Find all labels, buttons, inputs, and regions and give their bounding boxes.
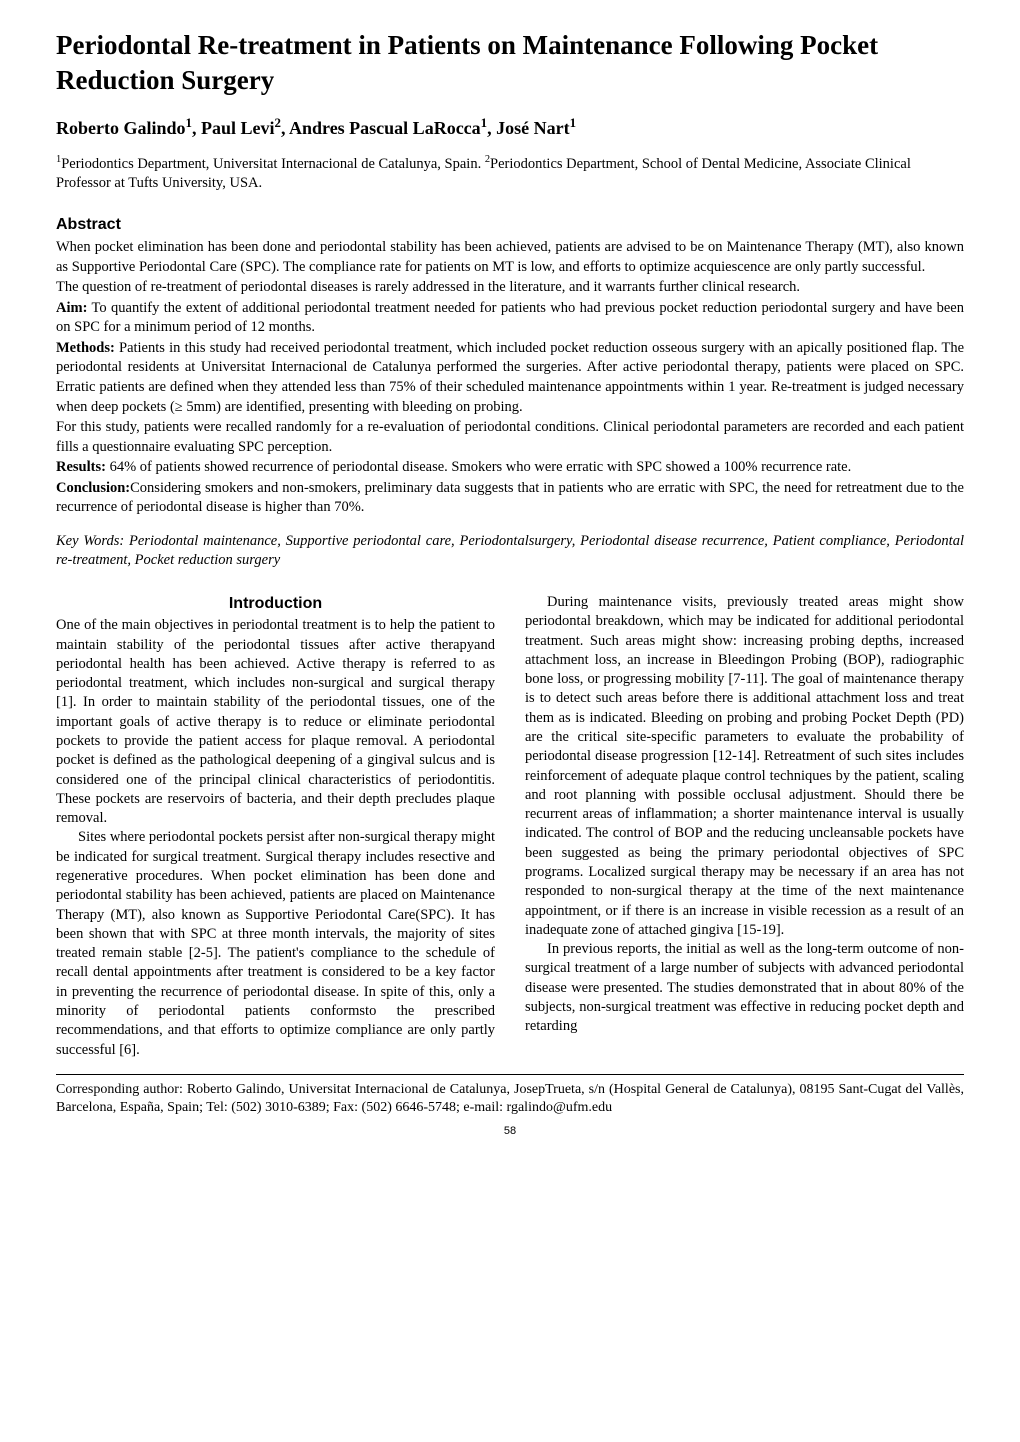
- introduction-heading: Introduction: [56, 593, 495, 614]
- abstract-p0: When pocket elimination has been done an…: [56, 238, 964, 277]
- abstract-p3: Methods: Patients in this study had rece…: [56, 339, 964, 417]
- affiliations: 1Periodontics Department, Universitat In…: [56, 153, 964, 194]
- abstract-p6: Conclusion:Considering smokers and non-s…: [56, 479, 964, 518]
- abstract-p5: Results: 64% of patients showed recurren…: [56, 458, 964, 478]
- abstract-p2: Aim: To quantify the extent of additiona…: [56, 299, 964, 338]
- intro-right-p0: During maintenance visits, previously tr…: [525, 593, 964, 940]
- authors-line: Roberto Galindo1, Paul Levi2, Andres Pas…: [56, 115, 964, 139]
- keywords: Key Words: Periodontal maintenance, Supp…: [56, 532, 964, 571]
- page: Periodontal Re-treatment in Patients on …: [0, 0, 1020, 1157]
- corresponding-author: Corresponding author: Roberto Galindo, U…: [56, 1081, 964, 1117]
- two-column-body: Introduction One of the main objectives …: [56, 593, 964, 1060]
- intro-left-p1: Sites where periodontal pockets persist …: [56, 828, 495, 1059]
- right-column: During maintenance visits, previously tr…: [525, 593, 964, 1060]
- article-title: Periodontal Re-treatment in Patients on …: [56, 28, 964, 97]
- abstract-p1: The question of re-treatment of periodon…: [56, 278, 964, 298]
- page-number: 58: [56, 1125, 964, 1137]
- abstract-heading: Abstract: [56, 216, 964, 234]
- abstract-body: When pocket elimination has been done an…: [56, 238, 964, 518]
- left-column: Introduction One of the main objectives …: [56, 593, 495, 1060]
- abstract-p4: For this study, patients were recalled r…: [56, 418, 964, 457]
- intro-right-p1: In previous reports, the initial as well…: [525, 940, 964, 1036]
- intro-left-p0: One of the main objectives in periodonta…: [56, 616, 495, 828]
- footer-rule: [56, 1074, 964, 1075]
